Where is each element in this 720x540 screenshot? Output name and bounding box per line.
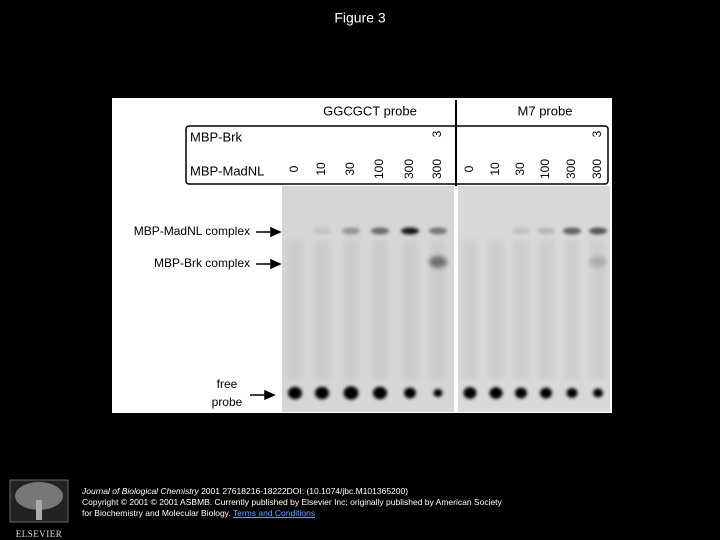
lane-label: 30 (343, 162, 357, 176)
lane-smear (343, 240, 359, 380)
lane-label: 0 (462, 165, 476, 172)
gel-band (371, 227, 389, 235)
gel-band (537, 227, 555, 235)
gel-band (373, 386, 387, 400)
logo-tree (9, 479, 69, 523)
lane-smear (287, 240, 303, 380)
lane-smear (462, 240, 478, 380)
lane-smear (430, 240, 446, 380)
lane-smear (402, 240, 418, 380)
lane-label: 100 (372, 159, 386, 179)
lane-label: 3 (590, 130, 604, 137)
gel-band (589, 227, 607, 235)
lane-smear (372, 240, 388, 380)
title: Figure 3 (334, 10, 386, 26)
probe-label: GGCGCT probe (323, 103, 417, 118)
lane-smear (564, 240, 580, 380)
gel-band (563, 227, 581, 235)
gel-right (458, 186, 610, 412)
terms-link[interactable]: Terms and Conditions (232, 508, 316, 518)
gel-band (515, 387, 527, 399)
lane-label: 300 (564, 159, 578, 179)
gel-band (463, 387, 477, 399)
row-label: MBP-Brk (190, 129, 243, 144)
lane-label: 0 (287, 165, 301, 172)
row-label: MBP-MadNL (190, 163, 264, 178)
lane-label: 10 (314, 162, 328, 176)
gel-band (288, 386, 302, 400)
gel-band (566, 388, 578, 398)
lane-smear (590, 240, 606, 380)
gel-band (593, 388, 603, 398)
gel-left (282, 186, 454, 412)
lane-label: 30 (513, 162, 527, 176)
logo-text: ELSEVIER (15, 529, 63, 539)
gel-band (342, 227, 360, 235)
lane-label: 300 (402, 159, 416, 179)
gel-band (404, 387, 416, 399)
band-label: free (217, 377, 238, 391)
gel-band (433, 388, 443, 398)
lane-label: 300 (430, 159, 444, 179)
gel-band (512, 227, 530, 235)
gel-band (343, 386, 359, 400)
band-label: MBP-MadNL complex (134, 224, 250, 238)
copyright: Copyright © 2001 © 2001 ASBMB. Currently… (82, 497, 502, 518)
footer: Journal of Biological Chemistry 2001 276… (82, 486, 502, 519)
gel-band (540, 387, 552, 399)
lane-smear (488, 240, 504, 380)
lane-label: 3 (430, 130, 444, 137)
gel-band (401, 227, 419, 235)
gel-band (489, 387, 503, 399)
logo: ELSEVIER (6, 478, 72, 539)
gel-band (313, 227, 331, 235)
gel-band (429, 256, 447, 268)
band-label: probe (212, 395, 243, 409)
gel-band (315, 386, 329, 400)
lane-smear (538, 240, 554, 380)
citation: 2001 27618216-18222DOI: (10.1074/jbc.M10… (201, 486, 409, 496)
probe-label: M7 probe (518, 103, 573, 118)
gel-band (429, 227, 447, 235)
lane-label: 300 (590, 159, 604, 179)
arrows (250, 226, 282, 401)
gel-band (589, 256, 607, 268)
band-label: MBP-Brk complex (154, 256, 250, 270)
lane-smear (314, 240, 330, 380)
journal: Journal of Biological Chemistry (82, 486, 199, 496)
lane-label: 10 (488, 162, 502, 176)
header-box (185, 125, 609, 185)
lane-label: 100 (538, 159, 552, 179)
lane-smear (513, 240, 529, 380)
